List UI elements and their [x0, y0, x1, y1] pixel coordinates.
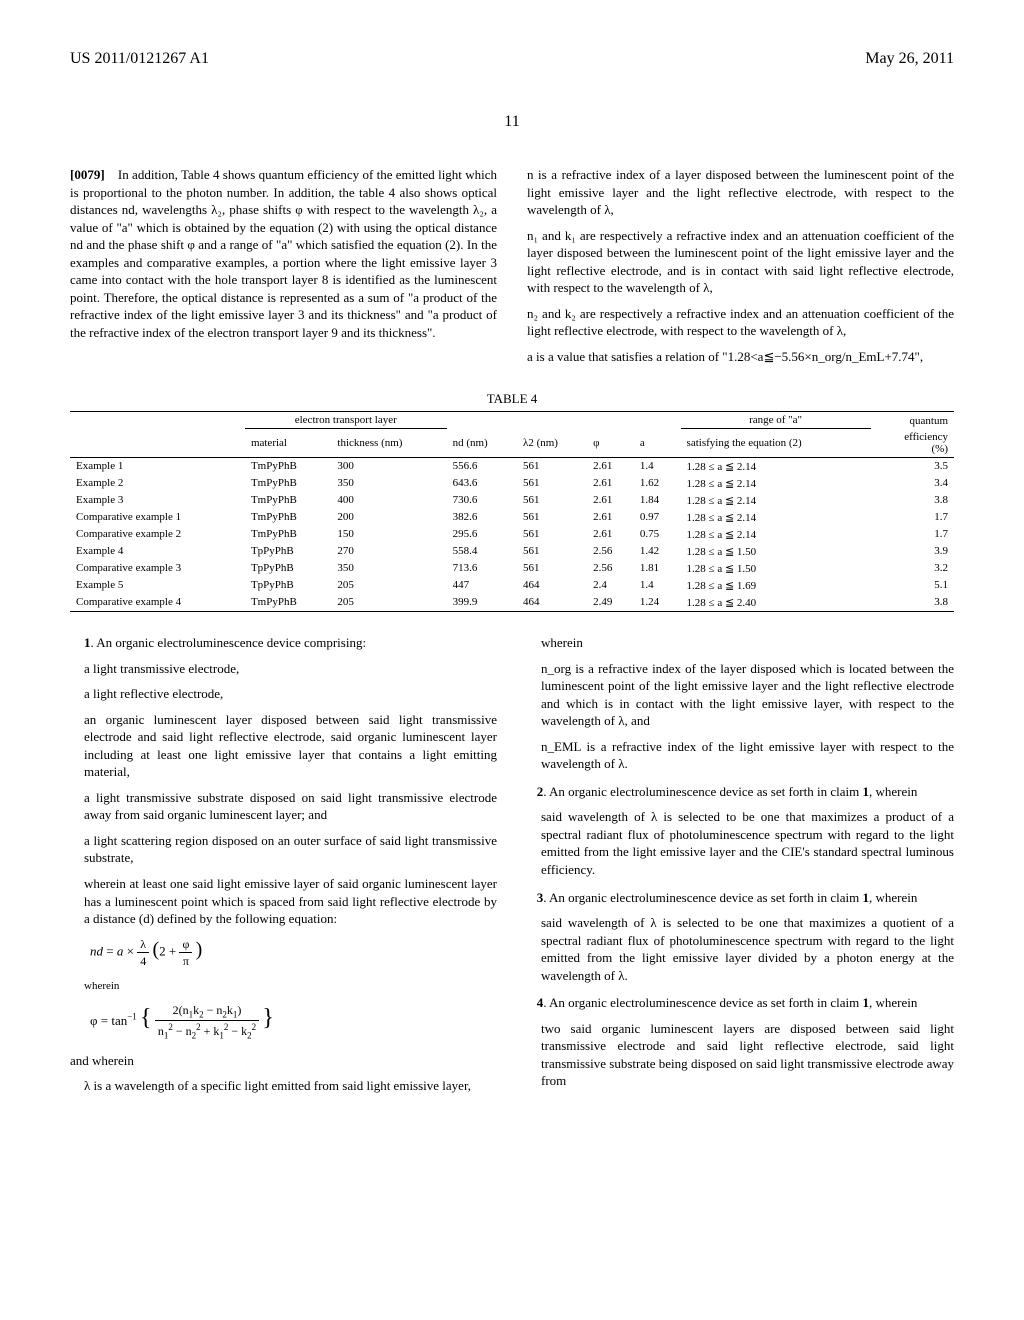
claim-1-item: wherein at least one said light emissive…: [84, 875, 497, 928]
table-row: Example 5: [70, 577, 245, 594]
table-row: Comparative example 1: [70, 509, 245, 526]
claim-1-item: an organic luminescent layer disposed be…: [84, 711, 497, 781]
table-row: Comparative example 2: [70, 526, 245, 543]
pub-number: US 2011/0121267 A1: [70, 50, 209, 68]
col-eff: efficiency(%): [871, 429, 954, 458]
claim-2-intro: 2. An organic electroluminescence device…: [527, 783, 954, 801]
table-4-body: electron transport layer range of "a" qu…: [70, 411, 954, 612]
def-n2k2: n₂ and k₂ are respectively a refractive …: [527, 305, 954, 340]
col-blank: [70, 429, 245, 458]
table-row: Example 3: [70, 492, 245, 509]
claims-columns: 1. 1. An organic electroluminescence dev…: [70, 634, 954, 1103]
table-4: TABLE 4 electron transport layer range o…: [70, 391, 954, 612]
equation-nd: nd = a × λ4 (2 + φπ ): [90, 936, 497, 969]
claim-1-item: a light reflective electrode,: [84, 685, 497, 703]
para-0079: [0079] In addition, Table 4 shows quantu…: [70, 166, 497, 341]
col-a: a: [634, 429, 681, 458]
top-left-column: [0079] In addition, Table 4 shows quantu…: [70, 166, 497, 373]
table-title: TABLE 4: [70, 391, 954, 407]
and-wherein: and wherein: [70, 1052, 497, 1070]
claim-1-item: a light transmissive substrate disposed …: [84, 789, 497, 824]
claim-1-item: a light scattering region disposed on an…: [84, 832, 497, 867]
top-columns: [0079] In addition, Table 4 shows quantu…: [70, 166, 954, 373]
claims-left: 1. 1. An organic electroluminescence dev…: [70, 634, 497, 1103]
page-number: 11: [70, 113, 954, 131]
col-phi: φ: [587, 429, 634, 458]
pub-date: May 26, 2011: [865, 50, 954, 68]
norg-def: n_org is a refractive index of the layer…: [541, 660, 954, 730]
col-range: satisfying the equation (2): [681, 429, 871, 458]
claim-4-intro: 4. An organic electroluminescence device…: [527, 994, 954, 1012]
lambda-def: λ is a wavelength of a specific light em…: [84, 1077, 497, 1095]
claims-right: wherein n_org is a refractive index of t…: [527, 634, 954, 1103]
equation-phi: φ = tan−1 { 2(n1k2 − n2k1)n12 − n22 + k1…: [90, 1002, 497, 1042]
col-lambda2: λ2 (nm): [517, 429, 587, 458]
page-header: US 2011/0121267 A1 May 26, 2011: [70, 50, 954, 68]
claim-2-body: said wavelength of λ is selected to be o…: [541, 808, 954, 878]
col-nd: nd (nm): [447, 429, 517, 458]
para-num: [0079]: [70, 167, 105, 182]
eq-wherein: wherein: [84, 979, 497, 994]
table-row: Example 4: [70, 543, 245, 560]
table-row: Example 1: [70, 457, 245, 475]
def-n: n is a refractive index of a layer dispo…: [527, 166, 954, 219]
col-material: material: [245, 429, 331, 458]
claim-3-body: said wavelength of λ is selected to be o…: [541, 914, 954, 984]
group-header-etl: electron transport layer: [245, 412, 447, 429]
def-a: a is a value that satisfies a relation o…: [527, 348, 954, 366]
wherein: wherein: [541, 634, 954, 652]
para-text: In addition, Table 4 shows quantum effic…: [70, 167, 497, 340]
table-row: Comparative example 3: [70, 560, 245, 577]
col-thickness: thickness (nm): [331, 429, 446, 458]
claim-1-intro: 1. 1. An organic electroluminescence dev…: [84, 634, 497, 652]
claim-1-item: a light transmissive electrode,: [84, 660, 497, 678]
def-n1k1: n₁ and k₁ are respectively a refractive …: [527, 227, 954, 297]
claim-3-intro: 3. An organic electroluminescence device…: [527, 889, 954, 907]
claim-4-body: two said organic luminescent layers are …: [541, 1020, 954, 1090]
top-right-column: n is a refractive index of a layer dispo…: [527, 166, 954, 373]
table-row: Example 2: [70, 475, 245, 492]
table-row: Comparative example 4: [70, 594, 245, 612]
neml-def: n_EML is a refractive index of the light…: [541, 738, 954, 773]
group-header-range: range of "a": [681, 412, 871, 429]
